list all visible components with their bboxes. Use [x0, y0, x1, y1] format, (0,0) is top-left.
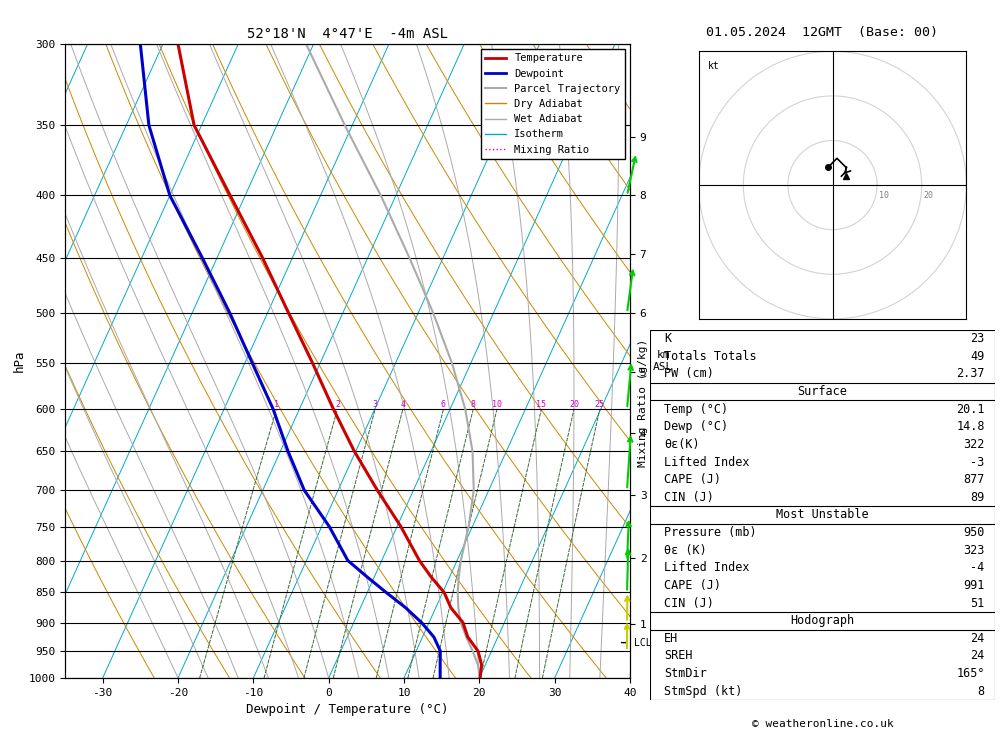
Title: 52°18'N  4°47'E  -4m ASL: 52°18'N 4°47'E -4m ASL: [247, 27, 448, 42]
Text: 10: 10: [879, 191, 889, 200]
Text: 49: 49: [970, 350, 985, 363]
Text: 25: 25: [595, 400, 605, 409]
Text: K: K: [664, 332, 671, 345]
Text: Lifted Index: Lifted Index: [664, 455, 749, 468]
Text: 877: 877: [963, 474, 985, 486]
Text: 24: 24: [970, 632, 985, 645]
Text: Mixing Ratio (g/kg): Mixing Ratio (g/kg): [638, 339, 648, 467]
Text: EH: EH: [664, 632, 678, 645]
Text: CAPE (J): CAPE (J): [664, 474, 721, 486]
Y-axis label: km
ASL: km ASL: [653, 350, 673, 372]
Text: 20: 20: [924, 191, 934, 200]
Text: 24: 24: [970, 649, 985, 663]
Text: 01.05.2024  12GMT  (Base: 00): 01.05.2024 12GMT (Base: 00): [706, 26, 938, 39]
Text: 323: 323: [963, 544, 985, 556]
Text: CIN (J): CIN (J): [664, 597, 714, 610]
Text: CIN (J): CIN (J): [664, 491, 714, 504]
Text: 2: 2: [335, 400, 340, 409]
Text: Pressure (mb): Pressure (mb): [664, 526, 756, 539]
Text: Dewp (°C): Dewp (°C): [664, 420, 728, 433]
Text: kt: kt: [708, 61, 719, 71]
Y-axis label: hPa: hPa: [12, 350, 26, 372]
Text: Hodograph: Hodograph: [790, 614, 855, 627]
Text: Totals Totals: Totals Totals: [664, 350, 756, 363]
Text: 51: 51: [970, 597, 985, 610]
Text: 4: 4: [400, 400, 405, 409]
X-axis label: Dewpoint / Temperature (°C): Dewpoint / Temperature (°C): [246, 703, 449, 716]
Text: 3: 3: [373, 400, 378, 409]
Text: PW (cm): PW (cm): [664, 367, 714, 380]
Text: 1: 1: [274, 400, 279, 409]
Text: 2.37: 2.37: [956, 367, 985, 380]
Text: θε(K): θε(K): [664, 438, 699, 451]
Text: 20: 20: [569, 400, 579, 409]
Text: 322: 322: [963, 438, 985, 451]
Text: -4: -4: [970, 561, 985, 575]
Text: 165°: 165°: [956, 667, 985, 680]
Text: 8: 8: [978, 685, 985, 698]
Text: 15: 15: [536, 400, 546, 409]
Text: Lifted Index: Lifted Index: [664, 561, 749, 575]
Text: CAPE (J): CAPE (J): [664, 579, 721, 592]
Text: 6: 6: [441, 400, 446, 409]
Text: © weatheronline.co.uk: © weatheronline.co.uk: [752, 719, 893, 729]
Text: LCL: LCL: [634, 638, 651, 648]
Text: 20.1: 20.1: [956, 402, 985, 416]
Text: SREH: SREH: [664, 649, 692, 663]
Text: StmSpd (kt): StmSpd (kt): [664, 685, 742, 698]
Text: -3: -3: [970, 455, 985, 468]
Text: StmDir: StmDir: [664, 667, 707, 680]
Text: 8: 8: [471, 400, 476, 409]
Legend: Temperature, Dewpoint, Parcel Trajectory, Dry Adiabat, Wet Adiabat, Isotherm, Mi: Temperature, Dewpoint, Parcel Trajectory…: [481, 49, 625, 159]
Text: Temp (°C): Temp (°C): [664, 402, 728, 416]
Text: 950: 950: [963, 526, 985, 539]
Text: θε (K): θε (K): [664, 544, 707, 556]
Text: 23: 23: [970, 332, 985, 345]
Text: 991: 991: [963, 579, 985, 592]
Text: 89: 89: [970, 491, 985, 504]
Text: 10: 10: [492, 400, 502, 409]
Text: Most Unstable: Most Unstable: [776, 509, 869, 521]
Text: 14.8: 14.8: [956, 420, 985, 433]
Text: Surface: Surface: [798, 385, 847, 398]
